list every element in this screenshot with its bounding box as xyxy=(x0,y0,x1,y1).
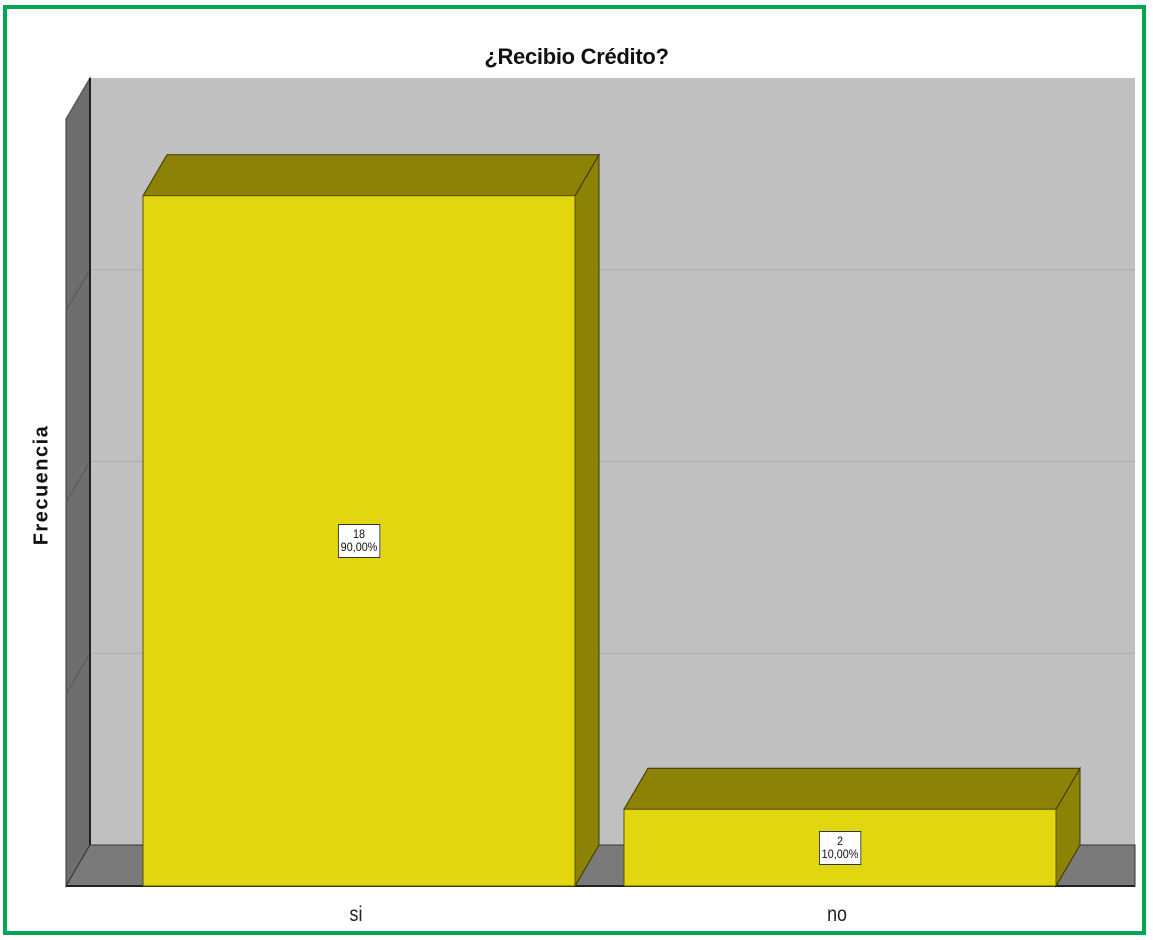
bar-side xyxy=(574,152,600,888)
data-label: 18 90,00% xyxy=(337,523,381,558)
data-label-count: 18 xyxy=(352,526,366,541)
data-label-percent: 90,00% xyxy=(340,539,378,554)
side-gridline xyxy=(65,269,91,312)
data-label: 2 10,00% xyxy=(818,830,862,865)
x-tick-label: no xyxy=(827,903,847,926)
y-axis-label: Frecuencia xyxy=(30,424,53,546)
chart-title: ¿Recibio Crédito? xyxy=(484,44,669,69)
data-label-count: 2 xyxy=(836,833,844,848)
side-gridline xyxy=(65,77,91,120)
x-tick-label: si xyxy=(349,903,363,926)
side-gridline xyxy=(65,461,91,503)
side-gridline xyxy=(65,652,91,695)
bar-top xyxy=(623,767,1081,810)
data-label-percent: 10,00% xyxy=(821,846,859,861)
bar-top xyxy=(142,154,600,197)
